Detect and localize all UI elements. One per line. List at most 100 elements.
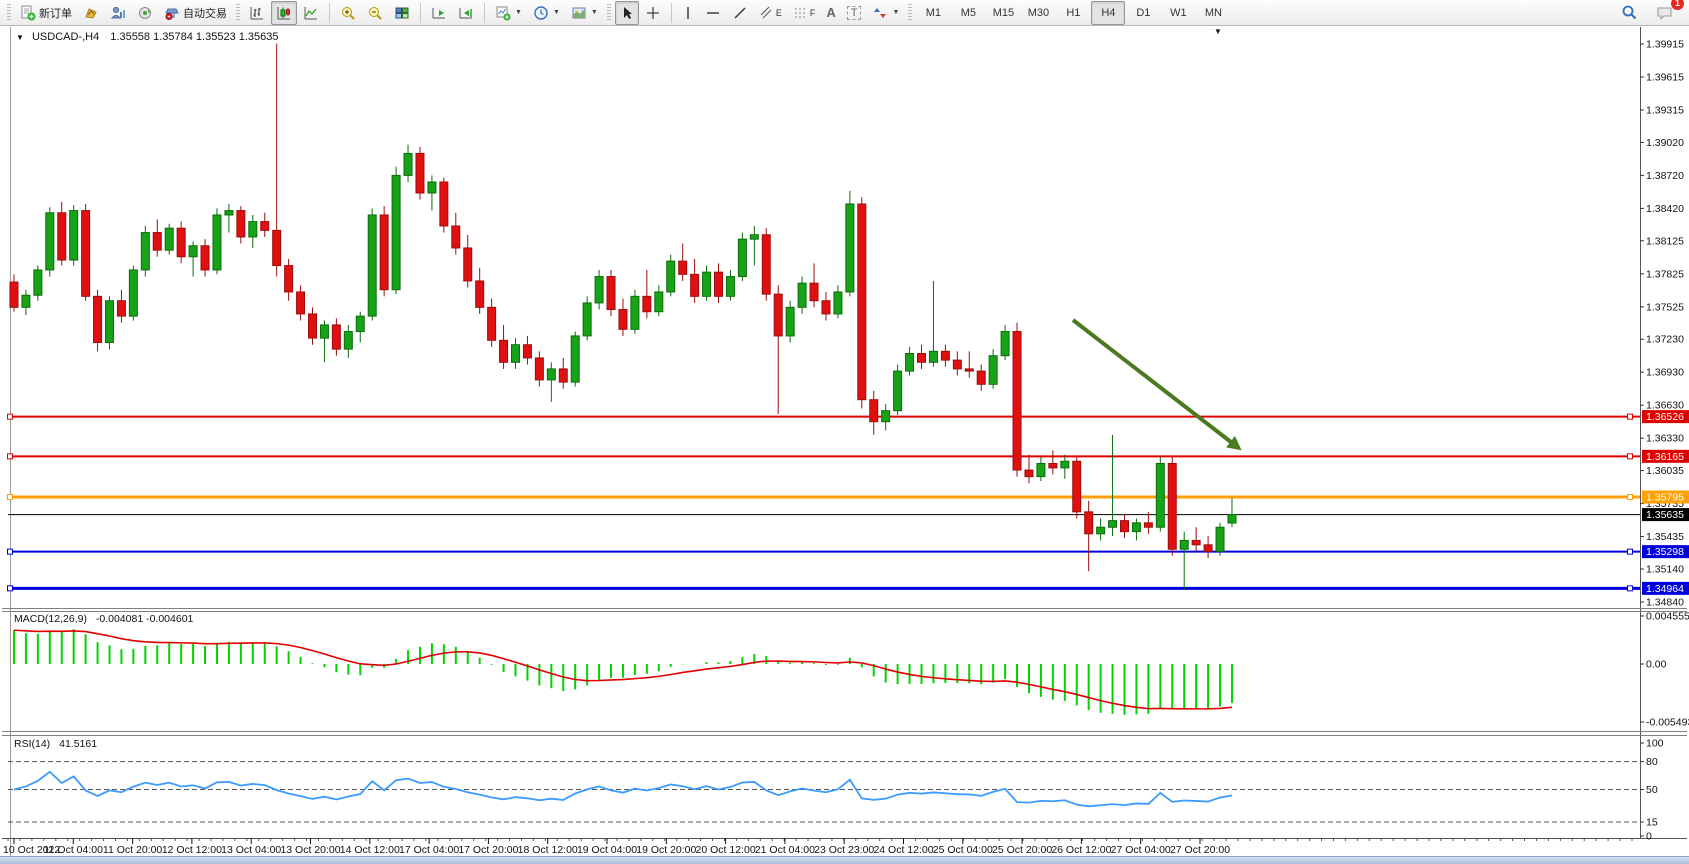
candle bbox=[296, 285, 306, 321]
tile-windows-button[interactable] bbox=[389, 1, 415, 25]
timeframe-m5-button[interactable]: M5 bbox=[951, 1, 985, 25]
toolbar-right-group: 1 bbox=[1616, 0, 1685, 25]
templates-dropdown[interactable]: ▼ bbox=[566, 1, 603, 25]
candle bbox=[1215, 522, 1225, 556]
search-button[interactable] bbox=[1616, 1, 1643, 25]
timeframe-h4-button[interactable]: H4 bbox=[1091, 0, 1126, 25]
candle bbox=[236, 206, 246, 244]
candle bbox=[654, 285, 664, 317]
svg-text:14 Oct 12:00: 14 Oct 12:00 bbox=[340, 844, 400, 856]
candle bbox=[487, 298, 497, 347]
trend-arrow[interactable] bbox=[1071, 318, 1242, 451]
clock-icon bbox=[534, 5, 548, 20]
timeframe-label: M5 bbox=[960, 6, 977, 19]
candle bbox=[319, 320, 329, 363]
arrows-dropdown[interactable]: ▼ bbox=[867, 1, 904, 25]
svg-text:27 Oct 04:00: 27 Oct 04:00 bbox=[1111, 844, 1171, 856]
candle bbox=[367, 208, 377, 321]
candle bbox=[534, 351, 544, 387]
candle bbox=[952, 351, 962, 376]
timeframe-label: M30 bbox=[1027, 6, 1050, 19]
search-icon bbox=[1622, 5, 1637, 20]
candle bbox=[33, 265, 43, 301]
line-chart-button[interactable] bbox=[298, 1, 324, 25]
svg-text:1.34964: 1.34964 bbox=[1646, 583, 1684, 595]
timeframe-h1-button[interactable]: H1 bbox=[1056, 1, 1090, 25]
fibonacci-button[interactable]: F bbox=[788, 1, 821, 25]
text-tool-letter: A bbox=[826, 5, 836, 20]
candle bbox=[1227, 498, 1237, 527]
candle bbox=[1143, 511, 1153, 534]
svg-text:0.004555: 0.004555 bbox=[1646, 610, 1689, 622]
new-chart-dropdown[interactable]: ▼ bbox=[490, 1, 527, 25]
equidistant-channel-button[interactable]: E bbox=[754, 1, 787, 25]
svg-text:23 Oct 23:00: 23 Oct 23:00 bbox=[814, 844, 874, 856]
new-order-button[interactable]: 新订单 bbox=[15, 1, 77, 25]
candlestick-chart-button[interactable] bbox=[271, 0, 297, 25]
svg-text:1.36526: 1.36526 bbox=[1646, 411, 1684, 423]
timeframe-d1-button[interactable]: D1 bbox=[1126, 1, 1160, 25]
chart-menu-caret-icon[interactable]: ▼ bbox=[1214, 27, 1222, 36]
chart-shift-button[interactable] bbox=[453, 1, 479, 25]
candle bbox=[272, 43, 282, 277]
candle bbox=[415, 146, 425, 200]
svg-text:13 Oct 20:00: 13 Oct 20:00 bbox=[280, 844, 340, 856]
vertical-line-icon bbox=[687, 6, 689, 19]
candle bbox=[463, 234, 473, 288]
text-label-button[interactable]: T bbox=[842, 1, 867, 25]
toolbar-grip bbox=[7, 3, 11, 22]
candle bbox=[21, 289, 31, 316]
candle bbox=[964, 351, 974, 378]
candle bbox=[546, 362, 556, 402]
chart-frame bbox=[0, 26, 1689, 864]
alerts-button[interactable] bbox=[132, 1, 158, 25]
candle bbox=[1072, 456, 1082, 519]
chart-title: ▼ USDCAD-,H4 1.35558 1.35784 1.35523 1.3… bbox=[16, 31, 279, 43]
timeframe-m30-button[interactable]: M30 bbox=[1021, 1, 1055, 25]
line-chart-icon bbox=[304, 6, 317, 19]
horizontal-line-button[interactable] bbox=[700, 1, 726, 25]
market-watch-button[interactable] bbox=[78, 1, 104, 25]
auto-scroll-button[interactable] bbox=[426, 1, 452, 25]
svg-text:21 Oct 04:00: 21 Oct 04:00 bbox=[755, 844, 815, 856]
candle bbox=[176, 221, 186, 264]
toolbar-grip bbox=[606, 3, 611, 22]
timeframe-label: H4 bbox=[1101, 6, 1116, 19]
rsi-value: 41.5161 bbox=[59, 738, 98, 750]
candle bbox=[1108, 434, 1118, 537]
text-button[interactable]: A bbox=[821, 1, 840, 25]
dropdown-caret-icon: ▼ bbox=[552, 9, 560, 16]
channel-letter: E bbox=[775, 7, 782, 18]
zoom-out-icon bbox=[369, 6, 382, 20]
zoom-in-icon bbox=[342, 6, 355, 20]
cursor-button[interactable] bbox=[614, 0, 639, 25]
macd-name: MACD(12,26,9) bbox=[14, 613, 87, 625]
autotrading-button[interactable]: 自动交易 bbox=[159, 1, 232, 25]
rsi-indicator-label: RSI(14) 41.5161 bbox=[14, 738, 97, 750]
toolbar-separator bbox=[420, 2, 421, 23]
svg-text:1.35435: 1.35435 bbox=[1646, 531, 1684, 543]
candle bbox=[1131, 518, 1141, 541]
candle bbox=[1024, 454, 1034, 484]
vertical-line-button[interactable] bbox=[677, 1, 699, 25]
svg-text:1.38720: 1.38720 bbox=[1646, 170, 1684, 182]
timeframe-w1-button[interactable]: W1 bbox=[1161, 1, 1195, 25]
candle bbox=[1036, 456, 1046, 482]
trendline-button[interactable] bbox=[727, 1, 753, 25]
navigator-button[interactable] bbox=[105, 1, 131, 25]
timeframe-m1-button[interactable]: M1 bbox=[916, 1, 950, 25]
zoom-in-button[interactable] bbox=[335, 1, 361, 25]
bar-chart-button[interactable] bbox=[244, 1, 270, 25]
candle bbox=[1096, 518, 1106, 541]
fibonacci-letter: F bbox=[809, 7, 816, 18]
timeframe-mn-button[interactable]: MN bbox=[1196, 1, 1230, 25]
notifications-button[interactable]: 1 bbox=[1651, 0, 1684, 25]
svg-text:1.36330: 1.36330 bbox=[1646, 433, 1684, 445]
timeframe-m15-button[interactable]: M15 bbox=[986, 1, 1020, 25]
profiles-dropdown[interactable]: ▼ bbox=[528, 1, 565, 25]
candle bbox=[1084, 500, 1094, 572]
crosshair-button[interactable] bbox=[640, 1, 666, 25]
zoom-out-button[interactable] bbox=[362, 1, 388, 25]
svg-text:1.37825: 1.37825 bbox=[1646, 268, 1684, 280]
